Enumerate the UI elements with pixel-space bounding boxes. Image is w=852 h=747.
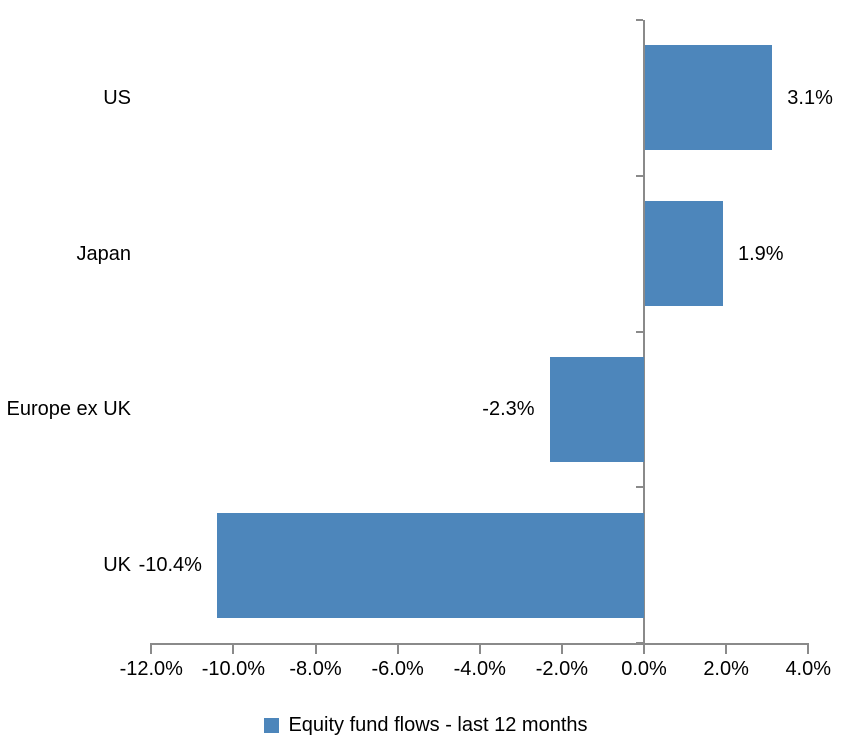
bar-japan	[645, 201, 723, 307]
bar-europe-ex-uk	[549, 356, 644, 462]
value-axis-tick	[807, 645, 810, 654]
data-label-japan: 1.9%	[738, 242, 784, 265]
legend-swatch-icon	[264, 717, 280, 733]
category-axis-line	[643, 20, 645, 654]
bar-uk	[216, 512, 644, 618]
value-axis-tick-label: -4.0%	[453, 658, 506, 680]
data-label-uk: -10.4%	[138, 554, 202, 577]
data-label-us: 3.1%	[787, 86, 833, 109]
category-label-uk: UK	[103, 554, 131, 577]
value-axis-tick-label: 0.0%	[621, 658, 667, 680]
value-axis-tick-label: -6.0%	[371, 658, 424, 680]
value-axis-tick	[643, 645, 645, 654]
category-axis-tick	[636, 330, 643, 333]
value-axis-tick-label: 2.0%	[703, 658, 749, 680]
category-label-japan: Japan	[76, 242, 132, 265]
category-axis-tick	[636, 19, 643, 21]
category-label-us: US	[103, 86, 131, 109]
value-axis-tick-label: -8.0%	[289, 658, 342, 680]
value-axis-tick	[560, 645, 563, 654]
legend: Equity fund flows - last 12 months	[0, 708, 852, 742]
value-axis-tick-label: -10.0%	[201, 658, 266, 680]
value-axis-tick	[150, 645, 153, 654]
value-axis-tick	[725, 645, 728, 654]
category-label-europe-ex-uk: Europe ex UK	[6, 398, 131, 421]
value-axis-line	[150, 643, 810, 645]
legend-series-label: Equity fund flows - last 12 months	[288, 713, 588, 736]
value-axis-tick-label: -2.0%	[535, 658, 588, 680]
value-axis-tick	[314, 645, 317, 654]
data-label-europe-ex-uk: -2.3%	[482, 398, 535, 421]
bar-us	[645, 45, 773, 151]
value-axis-tick	[478, 645, 481, 654]
category-axis-tick	[636, 486, 643, 489]
category-axis-tick	[636, 174, 643, 177]
value-axis-tick-label: 4.0%	[785, 658, 832, 680]
category-axis-tick	[636, 642, 643, 644]
value-axis-tick	[232, 645, 235, 654]
value-axis-tick	[396, 645, 399, 654]
value-axis-tick-label: -12.0%	[119, 658, 183, 680]
